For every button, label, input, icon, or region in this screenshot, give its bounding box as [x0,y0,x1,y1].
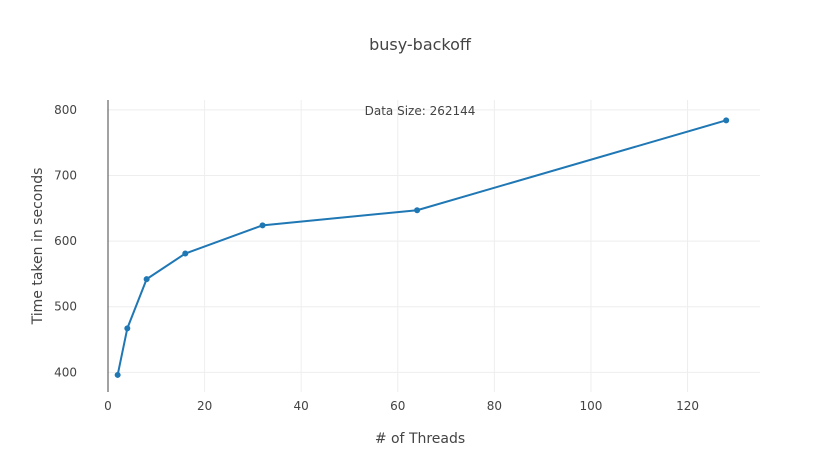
chart-title: busy-backoff [369,35,472,54]
x-axis-title: # of Threads [375,431,465,447]
y-axis-title: Time taken in seconds [30,168,46,326]
x-tick-label: 0 [104,399,112,413]
grid-layer [108,100,760,392]
data-point [124,325,131,332]
x-tick-label: 40 [294,399,309,413]
x-tick-label: 100 [580,399,603,413]
data-size-annotation: Data Size: 262144 [365,104,476,118]
data-point [259,222,266,229]
series-line [116,119,728,376]
data-point [143,276,150,283]
x-tick-label: 80 [487,399,502,413]
data-point [723,117,730,124]
x-tick-label: 120 [676,399,699,413]
data-point [182,250,189,257]
x-tick-label: 60 [390,399,405,413]
y-tick-label: 500 [54,300,77,314]
y-tick-label: 700 [54,168,77,182]
data-point [114,371,121,378]
data-point [414,207,421,214]
tick-label-layer: 0 20 40 60 80 100 120 400 500 600 700 800 [54,103,699,413]
x-tick-label: 20 [197,399,212,413]
y-tick-label: 600 [54,234,77,248]
y-tick-label: 400 [54,365,77,379]
series-layer [114,117,730,378]
y-tick-label: 800 [54,103,77,117]
